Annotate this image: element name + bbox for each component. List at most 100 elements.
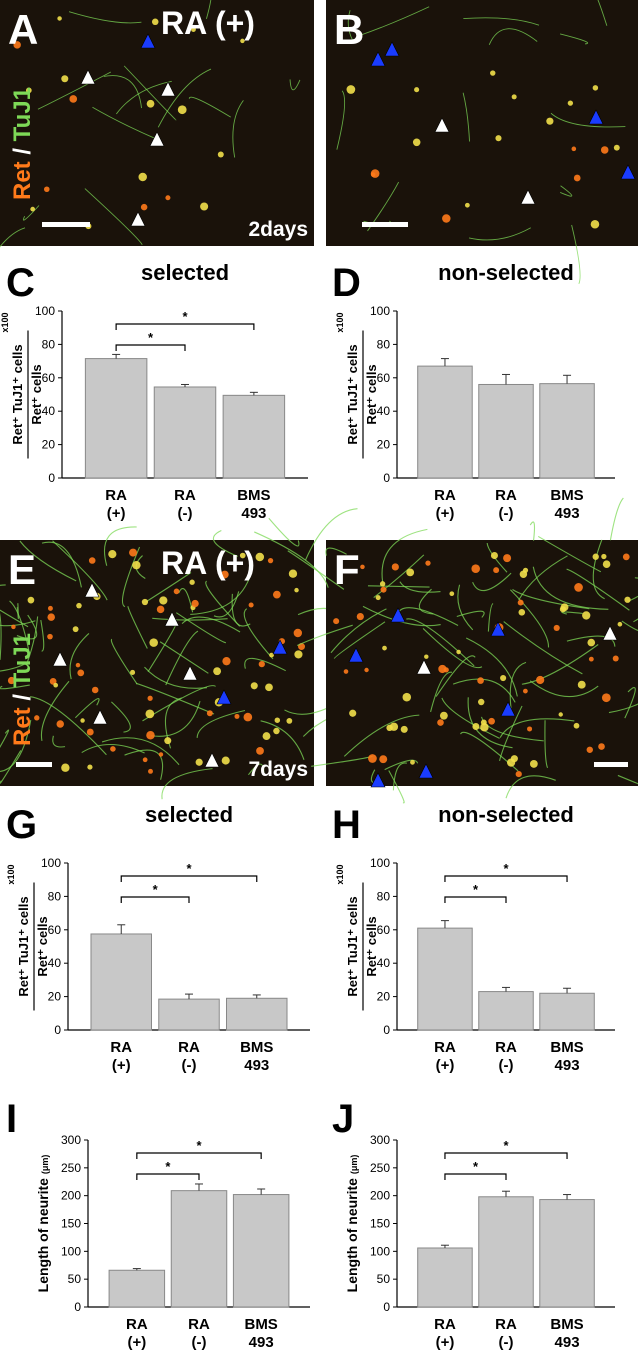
significance-bracket [115, 323, 255, 330]
cell-body [53, 682, 59, 688]
y-tick-label: 250 [370, 1161, 390, 1175]
neurite [9, 600, 30, 651]
cell-body [493, 567, 500, 574]
significance-mark: * [186, 861, 192, 876]
cell-body [239, 552, 246, 559]
y-tick-label: 60 [377, 923, 391, 937]
neurite [529, 680, 599, 698]
cell-body [177, 105, 187, 115]
panel-letter: E [8, 546, 36, 593]
cell-body [503, 554, 512, 563]
panel-letter: I [6, 1097, 17, 1141]
neurite [505, 775, 556, 799]
panel-letter: J [332, 1097, 354, 1141]
y-tick-label: 20 [377, 438, 391, 452]
neurite [609, 497, 624, 541]
cell-body [80, 718, 85, 723]
category-label: (+) [107, 505, 126, 522]
cell-body [145, 709, 155, 719]
bar [158, 998, 220, 1031]
y-tick-label: 100 [61, 1244, 81, 1258]
y-axis-label: Ret⁺ TuJ1⁺ cells Ret⁺ cells x100 [0, 312, 44, 459]
neurite [74, 697, 100, 719]
ratio-denominator: Ret⁺ cells [35, 916, 50, 976]
neurite [373, 554, 425, 598]
cell-body [439, 711, 448, 720]
neurite [103, 75, 142, 109]
neurite [592, 539, 605, 600]
cell-body [601, 553, 607, 560]
neurite [521, 644, 599, 685]
category-label: RA [434, 1039, 456, 1056]
cell-body [346, 85, 356, 94]
cell-body [130, 669, 136, 675]
cell-body [368, 754, 377, 763]
category-label: BMS [550, 1039, 583, 1056]
significance-mark: * [165, 1159, 171, 1174]
cell-body [370, 169, 380, 178]
cell-body [472, 723, 480, 731]
neurite [260, 720, 305, 760]
category-label: (+) [436, 1334, 455, 1351]
cell-body [159, 596, 168, 605]
y-tick-label: 250 [61, 1161, 81, 1175]
ratio-denominator: Ret⁺ cells [364, 364, 379, 424]
cell-body [389, 722, 399, 731]
cell-body [272, 590, 281, 599]
cell-body [529, 760, 538, 768]
cell-body [221, 756, 230, 765]
neurite [488, 28, 538, 45]
neurite [0, 684, 30, 690]
bar [170, 1190, 228, 1308]
y-tick-label: 60 [42, 371, 56, 385]
y-tick-label: 20 [48, 990, 62, 1004]
neurite [333, 621, 386, 660]
y-tick-label: 100 [370, 304, 390, 318]
category-label: (+) [436, 1057, 455, 1074]
cell-body [379, 581, 386, 587]
cell-body [149, 638, 158, 647]
y-axis-label: Ret⁺ TuJ1⁺ cells Ret⁺ cells x100 [335, 864, 379, 1011]
neurite [52, 735, 66, 748]
micrograph-panel-a: A RA (+) 2days Ret / TuJ1 [0, 0, 314, 248]
neurite [40, 619, 45, 652]
ratio-multiplier: x100 [6, 864, 16, 884]
cell-body [56, 720, 64, 728]
cell-body [191, 27, 196, 32]
bar [84, 358, 148, 479]
cell-body [222, 657, 231, 666]
blue-arrowhead [588, 109, 604, 125]
neurite [16, 603, 19, 619]
neurite [0, 719, 32, 772]
neurite [358, 6, 430, 37]
ratio-denominator: Ret⁺ cells [364, 916, 379, 976]
condition-label: RA (+) [161, 545, 255, 581]
significance-mark: * [196, 1138, 202, 1153]
cell-body [77, 669, 85, 677]
neurite [529, 521, 536, 541]
neurite [532, 566, 609, 610]
significance-bracket [444, 1173, 507, 1180]
stain-1: / [9, 141, 36, 161]
chart-title: non-selected [438, 802, 574, 827]
category-label: BMS [550, 1316, 583, 1333]
cell-body [146, 99, 155, 108]
cell-body [146, 731, 155, 740]
neurite [111, 701, 131, 733]
neurite [157, 68, 212, 128]
neurite [84, 188, 143, 246]
neurite [22, 205, 40, 221]
blue-arrowhead [620, 164, 636, 180]
neurite [452, 678, 516, 703]
neurite [571, 224, 581, 285]
category-label: 493 [555, 1334, 580, 1351]
neurite [512, 589, 590, 610]
neurite [296, 624, 353, 647]
stain-2: TuJ1 [9, 633, 36, 687]
significance-mark: * [153, 882, 159, 897]
time-label: 2days [248, 218, 308, 241]
cell-body [567, 100, 574, 106]
significance-bracket [115, 344, 186, 351]
blue-arrowhead [348, 647, 364, 663]
